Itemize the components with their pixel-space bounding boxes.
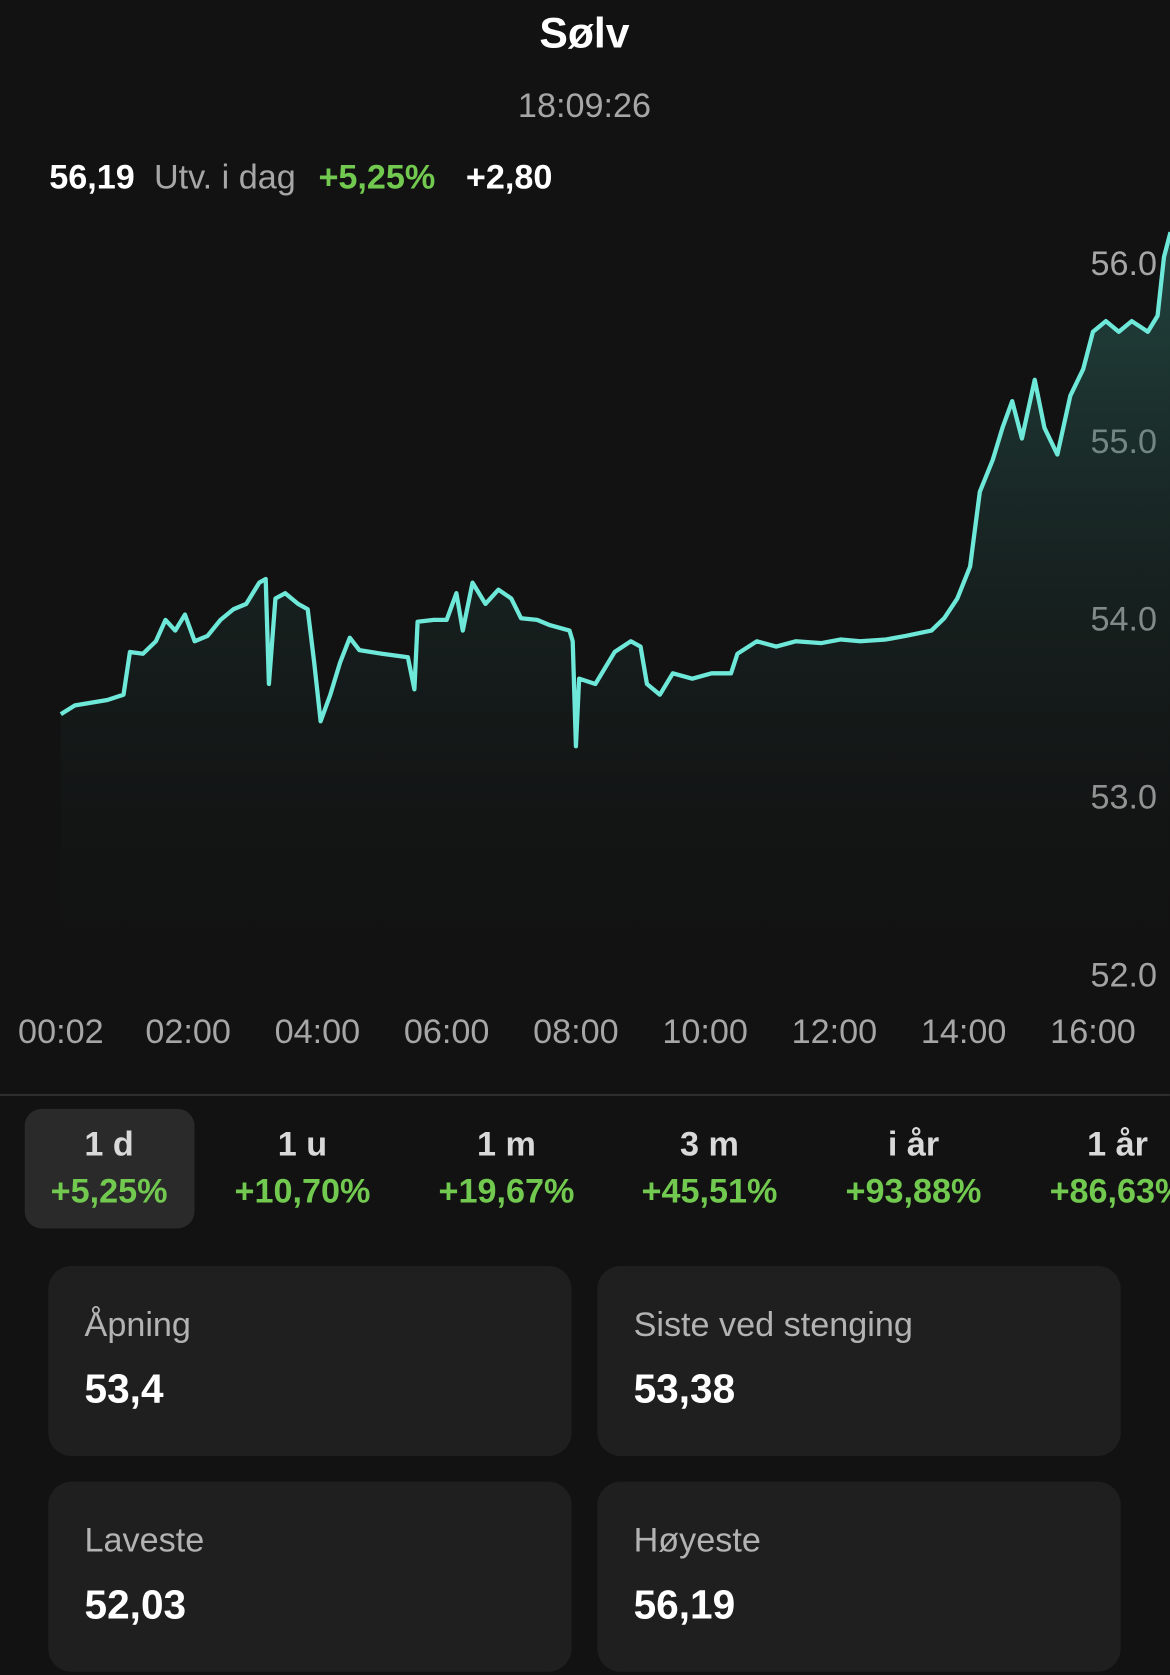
stat-label: Siste ved stenging <box>634 1306 913 1344</box>
tab-change: +86,63% <box>1050 1172 1170 1210</box>
stat-label: Høyeste <box>634 1522 761 1560</box>
change-label: Utv. i dag <box>154 158 296 196</box>
tab-change: +45,51% <box>642 1172 778 1210</box>
stat-label: Laveste <box>85 1522 205 1560</box>
change-abs: +2,80 <box>466 158 552 196</box>
tab-label: 1 år <box>1087 1125 1148 1163</box>
x-tick-label: 00:02 <box>18 1013 104 1051</box>
x-tick-label: 02:00 <box>145 1013 231 1051</box>
period-tab[interactable]: 1 m +19,67% <box>439 1125 575 1210</box>
tab-label: 1 d <box>84 1125 133 1163</box>
x-tick-label: 12:00 <box>792 1013 878 1051</box>
period-tab[interactable]: 1 d +5,25% <box>24 1108 195 1229</box>
x-tick-label: 08:00 <box>533 1013 619 1051</box>
tab-change: +19,67% <box>439 1172 575 1210</box>
stat-value: 53,38 <box>634 1366 736 1412</box>
stat-card <box>597 1265 1121 1457</box>
time: 18:09:26 <box>518 87 651 125</box>
stat-card <box>48 1265 572 1457</box>
stat-card <box>48 1481 572 1672</box>
x-tick-label: 14:00 <box>921 1013 1007 1051</box>
period-tab[interactable]: i år +93,88% <box>846 1125 982 1210</box>
x-tick-label: 06:00 <box>404 1013 490 1051</box>
tab-label: 1 m <box>477 1125 536 1163</box>
period-tabs: 1 d +5,25% 1 u +10,70% 1 m +19,67% 3 m +45,51% i… <box>24 1108 1170 1229</box>
tab-selected-bg <box>24 1108 195 1229</box>
y-tick-label: 56.0 <box>1091 245 1158 283</box>
title: Sølv <box>539 10 629 58</box>
price: 56,19 <box>49 158 135 196</box>
tab-change: +93,88% <box>846 1172 982 1210</box>
period-tab[interactable]: 1 år +86,63% <box>1050 1125 1170 1210</box>
period-tab[interactable]: 1 u +10,70% <box>235 1125 371 1210</box>
stat-value: 53,4 <box>85 1366 164 1412</box>
change-pct: +5,25% <box>318 158 435 196</box>
tab-change: +10,70% <box>235 1172 371 1210</box>
tab-label: 3 m <box>680 1125 739 1163</box>
tab-change: +5,25% <box>51 1172 168 1210</box>
chart: 56.055.054.053.052.000:0202:0004:0006:00… <box>18 231 1170 1051</box>
stats: Åpning 53,4 Siste ved stenging 53,38 Laveste… <box>48 1265 1121 1672</box>
tab-label: 1 u <box>278 1125 327 1163</box>
stat-value: 56,19 <box>634 1581 736 1627</box>
stat-card <box>597 1481 1121 1672</box>
x-tick-label: 16:00 <box>1050 1013 1136 1051</box>
x-tick-label: 10:00 <box>662 1013 748 1051</box>
price-line <box>59 231 1170 749</box>
period-tab[interactable]: 3 m +45,51% <box>642 1125 778 1210</box>
x-tick-label: 04:00 <box>275 1013 361 1051</box>
stat-label: Åpning <box>85 1305 191 1344</box>
area-fill <box>60 234 1170 1005</box>
stat-value: 52,03 <box>85 1581 187 1627</box>
tab-label: i år <box>888 1125 939 1163</box>
